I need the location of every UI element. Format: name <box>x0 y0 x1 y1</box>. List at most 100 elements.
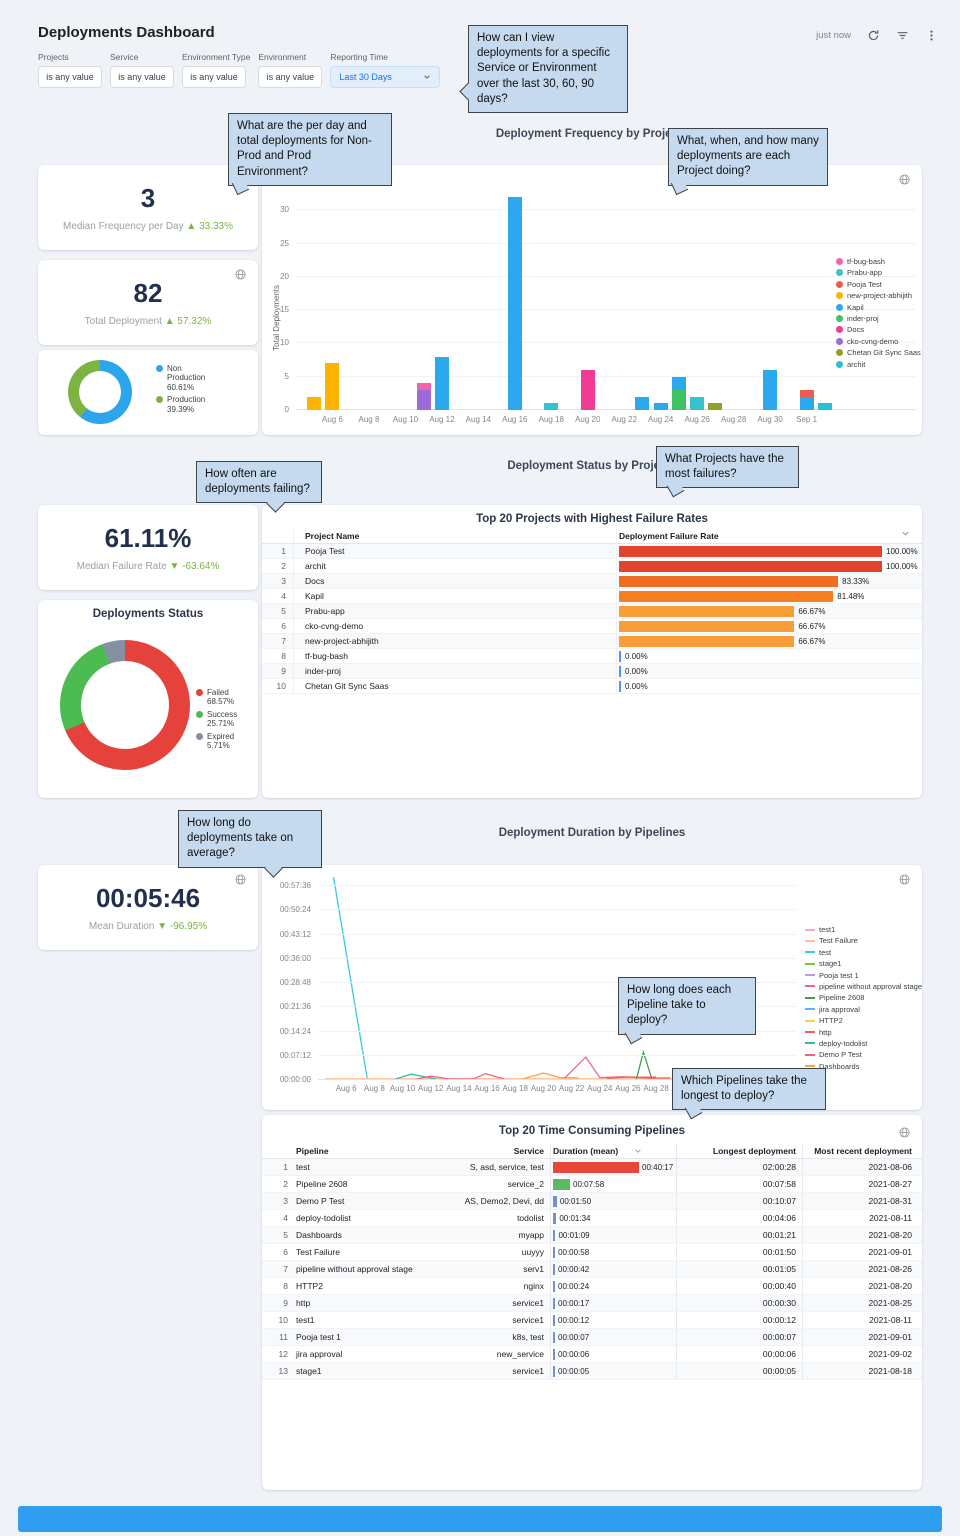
globe-icon[interactable] <box>899 174 910 185</box>
table-row[interactable]: 4 Kapil 81.48% <box>262 589 922 604</box>
most-recent-deployment: 2021-08-26 <box>802 1261 922 1277</box>
x-tick-label: Aug 16 <box>474 1084 500 1093</box>
legend-dot <box>836 303 843 311</box>
table-row[interactable]: 2 Pipeline 2608 service_2 00:07:58 00:07:58 2… <box>262 1176 922 1193</box>
globe-icon[interactable] <box>235 874 246 885</box>
bar-segment <box>653 403 668 410</box>
legend-item: http <box>805 1028 922 1037</box>
bar-segment <box>544 403 559 410</box>
legend-label: Production 39.39% <box>167 395 206 414</box>
failure-rate-cell: 0.00% <box>616 649 922 663</box>
table-row[interactable]: 1 Pooja Test 100.00% <box>262 544 922 559</box>
column-header-pipeline[interactable]: Pipeline <box>296 1145 329 1156</box>
table-row[interactable]: 12 jira approval new_service 00:00:06 00:00:… <box>262 1346 922 1363</box>
column-header-project-name[interactable]: Project Name <box>305 531 360 541</box>
last-updated: just now <box>816 29 851 41</box>
legend-item: Demo P Test <box>805 1050 922 1059</box>
chevron-down-icon[interactable] <box>901 529 910 538</box>
pipeline-name: stage1 <box>296 1366 322 1376</box>
row-rank: 12 <box>278 1349 288 1359</box>
legend-item: cko-cvng-demo <box>836 337 921 346</box>
column-header-longest[interactable]: Longest deployment <box>676 1143 802 1158</box>
bar <box>799 390 814 410</box>
median-failure-value: 61.11% <box>104 523 192 553</box>
longest-deployment: 00:07:58 <box>676 1176 802 1192</box>
legend-dot <box>156 396 163 404</box>
table-row[interactable]: 5 Dashboards myapp 00:01:09 00:01:21 2021-08-… <box>262 1227 922 1244</box>
table-row[interactable]: 8 HTTP2 nginx 00:00:24 00:00:40 2021-08-20 <box>262 1278 922 1295</box>
frequency-plot: 0 5 10 15 20 25 30 Aug 6 Aug 8 Aug 10 Aug 12 Aug 14… <box>280 177 916 424</box>
row-rank: 6 <box>262 619 294 633</box>
kebab-menu-icon[interactable] <box>924 28 938 42</box>
bar <box>580 370 595 410</box>
filter-reporting-time[interactable]: Last 30 Days <box>330 66 441 88</box>
bar-segment <box>763 370 778 410</box>
table-row[interactable]: 3 Demo P Test AS, Demo2, Devi, dd 00:01:50 0… <box>262 1193 922 1210</box>
reporting-time-value: Last 30 Days <box>339 72 392 82</box>
pipeline-name: deploy-todolist <box>296 1213 351 1223</box>
table-row[interactable]: 5 Prabu-app 66.67% <box>262 604 922 619</box>
column-header-service[interactable]: Service <box>513 1145 544 1156</box>
globe-icon[interactable] <box>235 269 246 280</box>
table-row[interactable]: 13 stage1 service1 00:00:05 00:00:05 2021-08-… <box>262 1363 922 1380</box>
gridline <box>318 909 797 911</box>
refresh-icon[interactable] <box>866 28 880 42</box>
filter-icon[interactable] <box>895 28 909 42</box>
total-deployment-value: 82 <box>133 278 163 308</box>
duration-cell: 00:07:58 <box>550 1176 676 1192</box>
gridline <box>318 957 797 959</box>
bar <box>416 383 431 410</box>
pipeline-name: Dashboards <box>296 1230 342 1240</box>
gridline <box>318 982 797 984</box>
filter-environment[interactable]: is any value <box>258 66 323 88</box>
legend-label: Pooja test 1 <box>819 970 859 980</box>
column-header-duration[interactable]: Duration (mean) <box>550 1143 676 1158</box>
filter-service[interactable]: is any value <box>110 66 174 88</box>
longest-deployment: 00:01:21 <box>676 1227 802 1243</box>
table-row[interactable]: 7 pipeline without approval stage serv1 00:… <box>262 1261 922 1278</box>
bar-segment <box>416 390 431 410</box>
filter-environment-type[interactable]: is any value <box>182 66 246 88</box>
legend-label: cko-cvng-demo <box>847 336 899 346</box>
table-row[interactable]: 10 test1 service1 00:00:12 00:00:12 2021-08-1… <box>262 1312 922 1329</box>
legend-label: new-project-abhijith <box>847 291 913 301</box>
legend-dot <box>836 280 843 288</box>
legend-dash <box>805 974 815 977</box>
failure-rate-bar <box>619 665 621 677</box>
callout-reporting-time: How can I view deployments for a specifi… <box>459 25 628 113</box>
table-row[interactable]: 10 Chetan Git Sync Saas 0.00% <box>262 679 922 694</box>
x-tick-label: Aug 20 <box>575 415 601 424</box>
table-row[interactable]: 8 tf-bug-bash 0.00% <box>262 649 922 664</box>
globe-icon[interactable] <box>899 874 910 885</box>
table-row[interactable]: 4 deploy-todolist todolist 00:01:34 00:04:06… <box>262 1210 922 1227</box>
y-tick-label: 5 <box>284 371 289 381</box>
legend-item: Pipeline 2608 <box>805 993 922 1002</box>
table-row[interactable]: 6 cko-cvng-demo 66.67% <box>262 619 922 634</box>
table-row[interactable]: 11 Pooja test 1 k8s, test 00:00:07 00:00:07 2… <box>262 1329 922 1346</box>
table-row[interactable]: 3 Docs 83.33% <box>262 574 922 589</box>
table-row[interactable]: 9 http service1 00:00:17 00:00:30 2021-08-25 <box>262 1295 922 1312</box>
pipelines-table-body: 1 test S, asd, service, test 00:40:17 02:00:… <box>262 1159 922 1380</box>
failure-rate-bar <box>619 560 882 572</box>
legend-item: Docs <box>836 325 921 334</box>
table-row[interactable]: 9 inder-proj 0.00% <box>262 664 922 679</box>
globe-icon[interactable] <box>899 1127 910 1138</box>
duration-bar <box>553 1246 556 1258</box>
legend-item: archit <box>836 360 921 369</box>
longest-deployment: 02:00:28 <box>676 1159 802 1175</box>
table-row[interactable]: 1 test S, asd, service, test 00:40:17 02:00:… <box>262 1159 922 1176</box>
y-tick-label: 00:00:00 <box>279 1075 311 1084</box>
filter-projects[interactable]: is any value <box>38 66 102 88</box>
legend-item: Dashboards <box>805 1062 922 1071</box>
duration-bar <box>553 1365 555 1377</box>
legend-dash <box>805 962 815 965</box>
column-header-failure-rate[interactable]: Deployment Failure Rate <box>616 529 922 543</box>
table-row[interactable]: 7 new-project-abhijith 66.67% <box>262 634 922 649</box>
filter-service-group: Service is any value <box>110 52 174 88</box>
bar-segment <box>325 363 340 410</box>
table-row[interactable]: 2 archit 100.00% <box>262 559 922 574</box>
table-row[interactable]: 6 Test Failure uuyyy 00:00:58 00:01:50 2021-0… <box>262 1244 922 1261</box>
row-rank: 2 <box>283 1179 288 1189</box>
column-header-most-recent[interactable]: Most recent deployment <box>802 1143 922 1158</box>
mean-duration-tile: 00:05:46 Mean Duration ▼ -96.95% <box>38 865 258 950</box>
